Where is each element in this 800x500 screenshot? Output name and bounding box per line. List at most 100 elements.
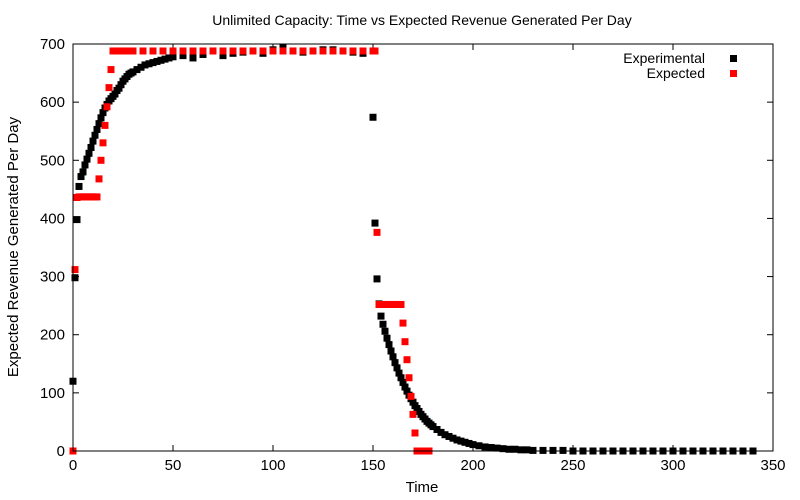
data-point: [405, 374, 413, 382]
data-point: [559, 446, 567, 454]
data-point: [433, 425, 441, 433]
data-point: [401, 383, 409, 391]
data-point: [129, 47, 137, 55]
x-tick-label: 250: [560, 457, 585, 474]
data-point: [269, 47, 277, 55]
data-point: [157, 56, 165, 64]
data-point: [385, 341, 393, 349]
data-point: [179, 52, 187, 60]
data-point: [97, 156, 105, 164]
y-tick-label: 0: [57, 443, 65, 460]
data-point: [81, 161, 89, 169]
y-tick-label: 100: [40, 385, 65, 402]
data-point: [71, 266, 79, 274]
legend-label: Experimental: [623, 50, 705, 66]
data-point: [499, 445, 507, 453]
data-point: [383, 334, 391, 342]
data-point: [97, 114, 105, 122]
data-point: [309, 47, 317, 55]
plot-frame: [72, 43, 774, 452]
data-point: [399, 378, 407, 386]
x-tick-label: 0: [69, 457, 77, 474]
x-axis-label: Time: [406, 479, 439, 496]
data-point: [371, 47, 379, 55]
data-point: [103, 103, 111, 111]
data-point: [93, 125, 101, 133]
x-tick-label: 50: [165, 457, 182, 474]
data-point: [397, 374, 405, 382]
data-point: [93, 193, 101, 201]
data-point: [493, 444, 501, 452]
data-point: [165, 54, 173, 62]
data-point: [487, 444, 495, 452]
legend-marker: [730, 55, 737, 62]
data-point: [239, 47, 247, 55]
data-point: [397, 300, 405, 308]
data-point: [107, 66, 115, 74]
x-tick-label: 100: [260, 457, 285, 474]
data-point: [125, 47, 133, 55]
data-point: [117, 47, 125, 55]
data-point: [95, 175, 103, 183]
data-point: [539, 446, 547, 454]
data-point: [465, 439, 473, 447]
data-point: [469, 441, 477, 449]
data-point: [461, 438, 469, 446]
data-point: [401, 338, 409, 346]
data-point: [373, 275, 381, 283]
data-point: [87, 143, 95, 151]
data-point: [101, 121, 109, 129]
data-point: [71, 274, 79, 282]
data-point: [219, 52, 227, 60]
data-point: [349, 47, 357, 55]
data-point: [549, 446, 557, 454]
data-point: [279, 47, 287, 55]
y-axis-label: Expected Revenue Generated Per Day: [5, 116, 22, 377]
x-tick-label: 300: [660, 457, 685, 474]
data-point: [105, 84, 113, 92]
data-point: [391, 359, 399, 367]
data-point: [137, 63, 145, 71]
data-point: [189, 47, 197, 55]
data-point: [511, 445, 519, 453]
data-point: [145, 60, 153, 68]
data-point: [393, 364, 401, 372]
data-point: [329, 47, 337, 55]
data-point: [387, 347, 395, 355]
data-point: [339, 47, 347, 55]
data-point: [179, 47, 187, 55]
data-point: [153, 57, 161, 65]
data-point: [411, 429, 419, 437]
data-point: [395, 369, 403, 377]
data-point: [85, 149, 93, 157]
data-point: [379, 320, 387, 328]
data-point: [229, 47, 237, 55]
data-point: [91, 131, 99, 139]
chart-title: Unlimited Capacity: Time vs Expected Rev…: [212, 12, 631, 28]
data-point: [429, 423, 437, 431]
data-point: [209, 47, 217, 55]
data-point: [109, 47, 117, 55]
data-point: [373, 228, 381, 236]
x-tick-label: 200: [460, 457, 485, 474]
data-point: [75, 182, 83, 190]
data-point: [121, 47, 129, 55]
data-point: [437, 428, 445, 436]
data-point: [83, 155, 91, 163]
x-tick-label: 350: [760, 457, 785, 474]
y-tick-label: 300: [40, 269, 65, 286]
data-point: [259, 47, 267, 55]
data-point: [189, 54, 197, 62]
data-point: [369, 113, 377, 121]
data-point: [141, 61, 149, 69]
data-point: [407, 392, 415, 400]
x-tick-label: 150: [360, 457, 385, 474]
data-point: [299, 47, 307, 55]
y-tick-label: 400: [40, 210, 65, 227]
data-point: [445, 432, 453, 440]
data-point: [399, 319, 407, 327]
data-point: [441, 431, 449, 439]
data-point: [505, 445, 513, 453]
